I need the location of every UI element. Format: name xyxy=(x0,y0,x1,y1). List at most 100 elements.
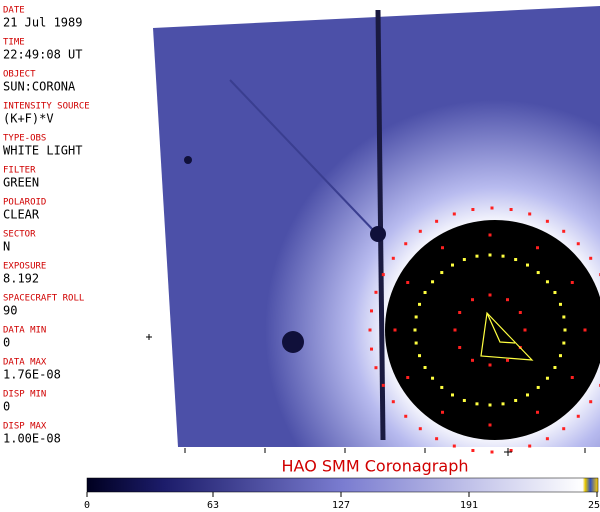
red-dot xyxy=(393,328,397,332)
red-dot xyxy=(506,298,509,302)
yellow-dot xyxy=(414,315,418,319)
field-value: 8.192 xyxy=(3,272,39,286)
field-value: 21 Jul 1989 xyxy=(3,16,82,30)
field-label: OBJECT xyxy=(3,70,36,80)
yellow-dot xyxy=(558,302,562,306)
field-value: N xyxy=(3,240,10,254)
red-dot xyxy=(545,219,549,223)
red-dot xyxy=(370,347,374,351)
red-dot xyxy=(471,448,475,452)
red-dot xyxy=(374,290,378,294)
blob xyxy=(370,226,386,242)
yellow-dot xyxy=(423,366,427,369)
red-dot xyxy=(506,358,509,362)
red-dot xyxy=(523,328,527,332)
yellow-dot xyxy=(501,402,505,406)
red-dot xyxy=(576,414,580,418)
axis-ticks xyxy=(146,334,586,456)
pylon xyxy=(375,9,386,441)
colorbar-tick-label: 255 xyxy=(588,500,600,511)
field-value: 0 xyxy=(3,400,10,414)
red-dot xyxy=(536,246,539,250)
red-dot xyxy=(471,208,475,212)
red-dot xyxy=(391,400,395,404)
red-dot xyxy=(418,427,422,431)
red-dot xyxy=(441,410,444,414)
yellow-dot xyxy=(462,398,466,402)
colorbar xyxy=(86,477,599,493)
yellow-dot xyxy=(423,291,427,294)
image xyxy=(152,0,600,454)
field-value: SUN:CORONA xyxy=(3,80,76,94)
yellow-dot xyxy=(475,402,479,406)
yellow-dot xyxy=(562,315,566,319)
colorbar-tick-label: 127 xyxy=(332,500,350,511)
field-label: DATA MAX xyxy=(3,358,47,368)
yellow-dot xyxy=(501,254,505,258)
field-label: FILTER xyxy=(3,166,36,176)
red-dot xyxy=(404,242,408,246)
yellow-dot xyxy=(536,385,540,389)
yellow-dot xyxy=(431,376,435,380)
yellow-dot xyxy=(475,254,479,258)
yellow-dot xyxy=(553,291,557,294)
colorbar-tick-label: 63 xyxy=(207,500,219,511)
red-dot xyxy=(458,346,462,349)
red-dot xyxy=(374,366,378,370)
yellow-dot xyxy=(514,258,518,262)
colorbar-tick-label: 0 xyxy=(84,500,90,511)
red-dot xyxy=(562,427,566,431)
field-label: SECTOR xyxy=(3,230,36,240)
red-dot xyxy=(488,233,492,237)
red-dot xyxy=(488,363,492,367)
red-dot xyxy=(562,229,566,233)
red-dot xyxy=(488,293,492,297)
yellow-dot xyxy=(526,263,529,267)
field-label: DISP MAX xyxy=(3,422,47,432)
yellow-dot xyxy=(431,280,435,284)
colorbar-tick-label: 191 xyxy=(460,500,478,511)
field-label: DISP MIN xyxy=(3,390,46,400)
field-value: 1.00E-08 xyxy=(3,432,61,446)
red-dot xyxy=(441,246,444,250)
yellow-dot xyxy=(545,376,549,380)
field-label: TYPE-OBS xyxy=(3,134,46,144)
yellow-dot xyxy=(558,354,562,358)
field-label: SPACECRAFT ROLL xyxy=(3,294,84,304)
field-label: TIME xyxy=(3,38,25,48)
red-dot xyxy=(452,444,456,448)
blob xyxy=(282,331,304,353)
red-dot xyxy=(381,273,385,277)
red-dot xyxy=(435,219,439,223)
field-value: 0 xyxy=(3,336,10,350)
field-value: WHITE LIGHT xyxy=(3,144,82,158)
red-dot xyxy=(589,400,593,404)
red-dot xyxy=(518,311,522,314)
red-dot xyxy=(570,281,574,284)
yellow-dot xyxy=(536,271,540,275)
field-label: POLAROID xyxy=(3,198,46,208)
red-dot xyxy=(509,208,513,212)
yellow-dot xyxy=(418,354,422,358)
field-label: INTENSITY SOURCE xyxy=(3,102,90,112)
red-dot xyxy=(576,242,580,246)
yellow-dot xyxy=(413,328,417,332)
field-label: DATE xyxy=(3,6,25,16)
red-dot xyxy=(368,328,372,332)
red-dot xyxy=(406,376,410,379)
red-dot xyxy=(570,376,574,379)
red-dot xyxy=(458,311,462,314)
red-dot xyxy=(404,414,408,418)
red-dot xyxy=(490,450,494,454)
red-dot xyxy=(536,410,539,414)
yellow-dot xyxy=(488,253,492,257)
red-dot xyxy=(471,358,474,362)
yellow-dot xyxy=(563,328,567,332)
yellow-dot xyxy=(451,393,454,397)
red-dot xyxy=(471,298,474,302)
red-dot xyxy=(453,328,457,332)
field-value: 1.76E-08 xyxy=(3,368,61,382)
field-label: DATA MIN xyxy=(3,326,46,336)
red-dot xyxy=(528,444,532,448)
